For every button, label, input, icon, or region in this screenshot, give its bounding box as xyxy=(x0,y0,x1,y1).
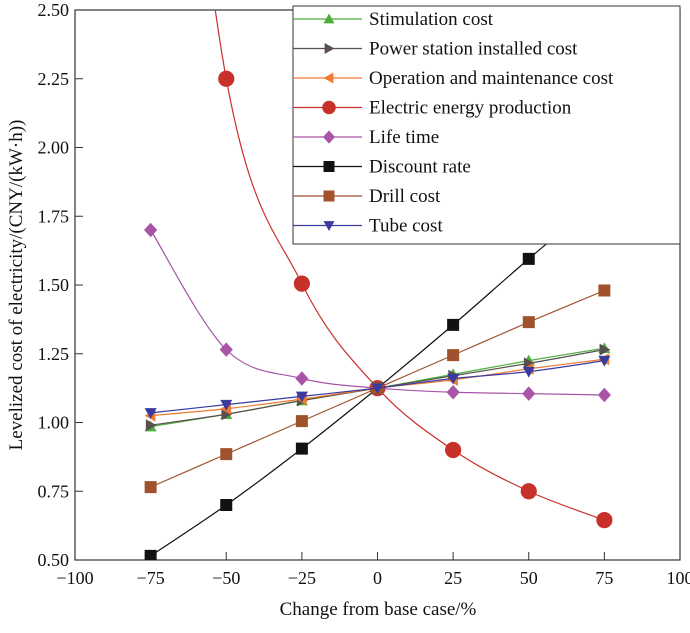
legend-label: Electric energy production xyxy=(369,98,572,119)
marker-square xyxy=(220,499,232,511)
legend-label: Discount rate xyxy=(369,157,471,178)
x-tick-label: 50 xyxy=(520,568,538,588)
y-tick-label: 2.25 xyxy=(38,69,70,89)
x-tick-label: 100 xyxy=(667,568,690,588)
marker-circle xyxy=(322,101,336,115)
marker-circle xyxy=(521,483,537,499)
marker-square xyxy=(447,349,459,361)
marker-diamond xyxy=(522,386,535,400)
marker-circle xyxy=(218,71,234,87)
legend-label: Power station installed cost xyxy=(369,39,578,60)
marker-square xyxy=(598,285,610,297)
marker-square xyxy=(447,319,459,331)
y-tick-label: 1.00 xyxy=(38,413,70,433)
x-tick-label: −50 xyxy=(212,568,240,588)
marker-circle xyxy=(294,276,310,292)
x-tick-label: −100 xyxy=(56,568,93,588)
marker-diamond xyxy=(447,385,460,399)
marker-square xyxy=(145,481,157,493)
y-tick-label: 0.50 xyxy=(38,550,70,570)
y-axis-label: Levelized cost of electricity/(CNY/(kW·h… xyxy=(6,120,27,451)
marker-square xyxy=(523,253,535,265)
legend-label: Drill cost xyxy=(369,186,441,207)
marker-diamond xyxy=(144,223,157,237)
series-line xyxy=(151,196,605,556)
marker-square xyxy=(296,443,308,455)
legend-label: Stimulation cost xyxy=(369,9,494,30)
y-tick-label: 2.50 xyxy=(38,0,70,20)
marker-diamond xyxy=(295,371,308,385)
x-tick-label: 75 xyxy=(595,568,613,588)
marker-circle xyxy=(596,512,612,528)
marker-square xyxy=(324,161,335,172)
x-tick-label: −75 xyxy=(137,568,165,588)
marker-square xyxy=(324,191,335,202)
y-tick-label: 1.50 xyxy=(38,275,70,295)
y-tick-label: 1.25 xyxy=(38,344,70,364)
legend-label: Operation and maintenance cost xyxy=(369,68,614,89)
x-axis-label: Change from base case/% xyxy=(280,599,477,620)
x-tick-label: −25 xyxy=(288,568,316,588)
x-tick-label: 25 xyxy=(444,568,462,588)
marker-square xyxy=(523,316,535,328)
marker-square xyxy=(220,448,232,460)
y-tick-label: 2.00 xyxy=(38,138,70,158)
x-tick-label: 0 xyxy=(373,568,382,588)
y-tick-label: 0.75 xyxy=(38,481,70,501)
marker-circle xyxy=(445,442,461,458)
marker-diamond xyxy=(598,388,611,402)
y-tick-label: 1.75 xyxy=(38,206,70,226)
marker-square xyxy=(296,415,308,427)
legend-label: Tube cost xyxy=(369,216,443,237)
legend-label: Life time xyxy=(369,127,439,148)
